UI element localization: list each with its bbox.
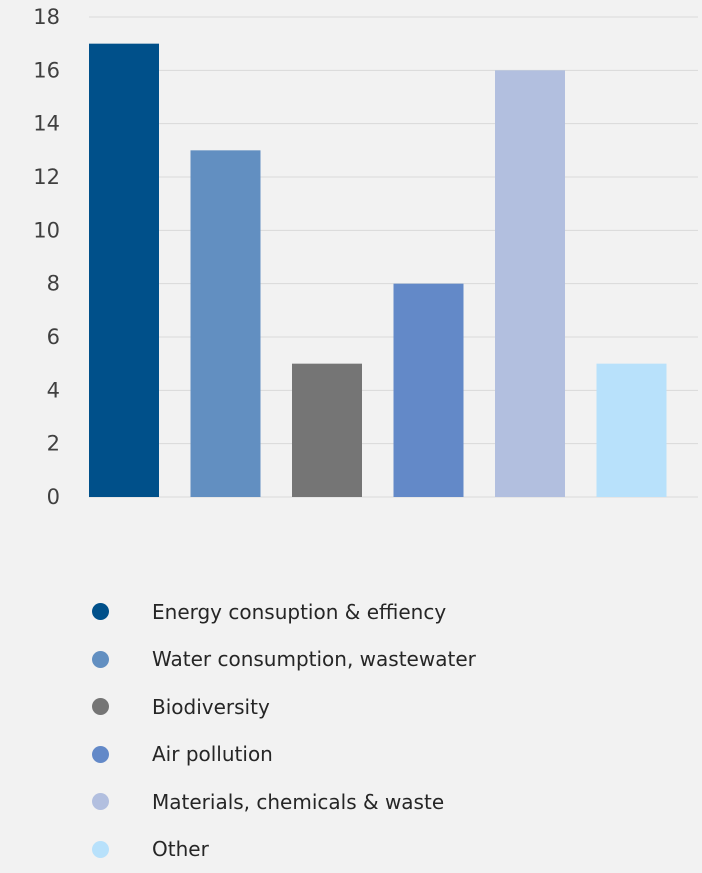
legend-marker (92, 746, 109, 763)
legend-item: Materials, chemicals & waste (92, 778, 476, 826)
legend-label: Other (152, 837, 209, 861)
bar-1 (89, 44, 159, 497)
legend-item: Other (92, 826, 476, 873)
bar-4 (394, 284, 464, 497)
legend-item: Biodiversity (92, 683, 476, 731)
legend-item: Water consumption, wastewater (92, 636, 476, 684)
legend: Energy consuption & effiency Water consum… (92, 588, 476, 873)
legend-marker (92, 841, 109, 858)
legend-label: Air pollution (152, 742, 273, 766)
legend-marker (92, 651, 109, 668)
y-axis-ticks: 0 2 4 6 8 10 12 14 16 18 (33, 5, 60, 509)
legend-marker (92, 793, 109, 810)
y-tick-label: 16 (33, 58, 60, 82)
bar-chart: 0 2 4 6 8 10 12 14 16 18 (0, 0, 702, 560)
bar-2 (191, 150, 261, 497)
bar-3 (292, 364, 362, 497)
bar-5 (495, 70, 565, 497)
legend-label: Biodiversity (152, 695, 270, 719)
y-tick-label: 8 (47, 272, 60, 296)
bars (89, 44, 667, 497)
legend-item: Energy consuption & effiency (92, 588, 476, 636)
legend-marker (92, 603, 109, 620)
y-tick-label: 2 (47, 432, 60, 456)
legend-marker (92, 698, 109, 715)
legend-label: Energy consuption & effiency (152, 600, 446, 624)
y-tick-label: 14 (33, 112, 60, 136)
y-tick-label: 18 (33, 5, 60, 29)
bar-6 (597, 364, 667, 497)
y-tick-label: 12 (33, 165, 60, 189)
y-tick-label: 0 (47, 485, 60, 509)
y-tick-label: 4 (47, 378, 60, 402)
legend-label: Materials, chemicals & waste (152, 790, 444, 814)
legend-item: Air pollution (92, 731, 476, 779)
y-tick-label: 6 (47, 325, 60, 349)
legend-label: Water consumption, wastewater (152, 647, 476, 671)
y-tick-label: 10 (33, 218, 60, 242)
